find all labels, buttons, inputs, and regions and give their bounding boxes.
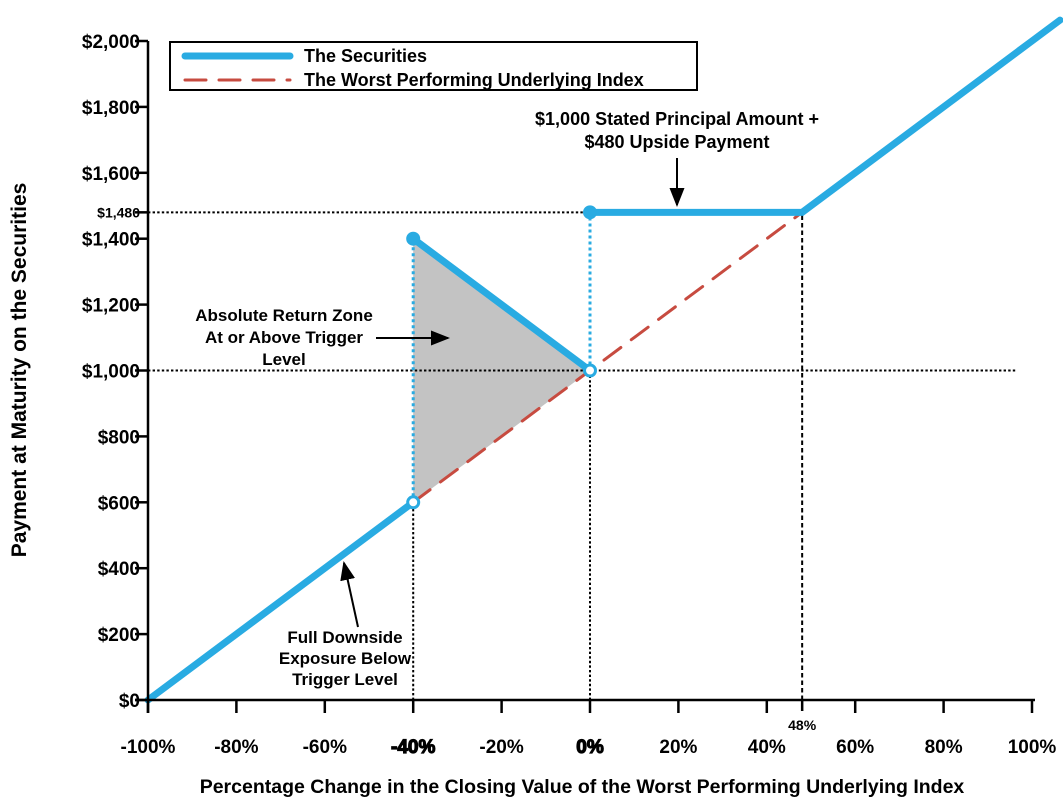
- annotation-upside-payment-line-0: $1,000 Stated Principal Amount +: [535, 109, 819, 129]
- x-axis-title: Percentage Change in the Closing Value o…: [200, 776, 965, 798]
- the-securities-segment-2: [586, 16, 1063, 216]
- x-tick-label-20: 20%: [659, 737, 697, 758]
- x-tick-label-80: 80%: [925, 737, 963, 758]
- filled-marker-0pct: [583, 205, 597, 220]
- annotation-full-downside-arrow: [340, 561, 359, 628]
- the-securities-segment-0: [144, 498, 417, 704]
- annotation-absolute-return-zone-line-2: Level: [262, 350, 305, 369]
- y-tick-label-600: $600: [98, 493, 140, 514]
- open-marker--40pct: [406, 495, 421, 510]
- x-tick-label--40: -40%: [391, 737, 435, 758]
- legend-label-1: The Worst Performing Underlying Index: [304, 70, 644, 90]
- shaded-absolute-return-zone: [413, 238, 590, 503]
- open-marker-0pct: [583, 363, 597, 378]
- y-axis-title: Payment at Maturity on the Securities: [8, 183, 31, 558]
- y-tick-label-1200: $1,200: [82, 296, 140, 317]
- annotation-full-downside-line-1: Exposure Below: [279, 649, 412, 668]
- y-tick-label-1800: $1,800: [82, 98, 140, 119]
- x-tick-label-100: 100%: [1008, 737, 1057, 758]
- legend-box: [169, 41, 698, 91]
- x-tick-label--80: -80%: [214, 737, 258, 758]
- x-tick-label-60: 60%: [836, 737, 874, 758]
- legend-label-0: The Securities: [304, 46, 427, 66]
- the-securities-segment-1: [409, 235, 594, 374]
- x-tick-label--20: -20%: [479, 737, 523, 758]
- x-tick-label--60: -60%: [303, 737, 347, 758]
- x-tick-label-48: 48%: [788, 717, 817, 733]
- y-tick-label-200: $200: [98, 625, 140, 646]
- y-tick-label-2000: $2,000: [82, 32, 140, 53]
- y-tick-label-0: $0: [119, 691, 140, 712]
- annotation-full-downside-line-0: Full Downside: [287, 628, 402, 647]
- y-tick-label-1400: $1,400: [82, 230, 140, 251]
- y-tick-label-800: $800: [98, 427, 140, 448]
- annotation-absolute-return-zone-line-0: Absolute Return Zone: [195, 306, 373, 325]
- the-worst-performing-underlying-index-segment-0: [411, 210, 804, 504]
- x-tick-label--100: -100%: [121, 737, 176, 758]
- annotation-absolute-return-zone-line-1: At or Above Trigger: [205, 328, 363, 347]
- y-tick-label-1480: $1,480: [97, 204, 140, 220]
- annotation-full-downside-line-2: Trigger Level: [292, 670, 398, 689]
- filled-marker--40pct: [406, 231, 421, 246]
- x-tick-label-0: 0%: [576, 737, 604, 758]
- x-tick-label-40: 40%: [748, 737, 786, 758]
- annotation-upside-payment-line-1: $480 Upside Payment: [584, 132, 769, 152]
- y-tick-label-1000: $1,000: [82, 362, 140, 383]
- y-tick-label-1600: $1,600: [82, 164, 140, 185]
- y-tick-label-400: $400: [98, 559, 140, 580]
